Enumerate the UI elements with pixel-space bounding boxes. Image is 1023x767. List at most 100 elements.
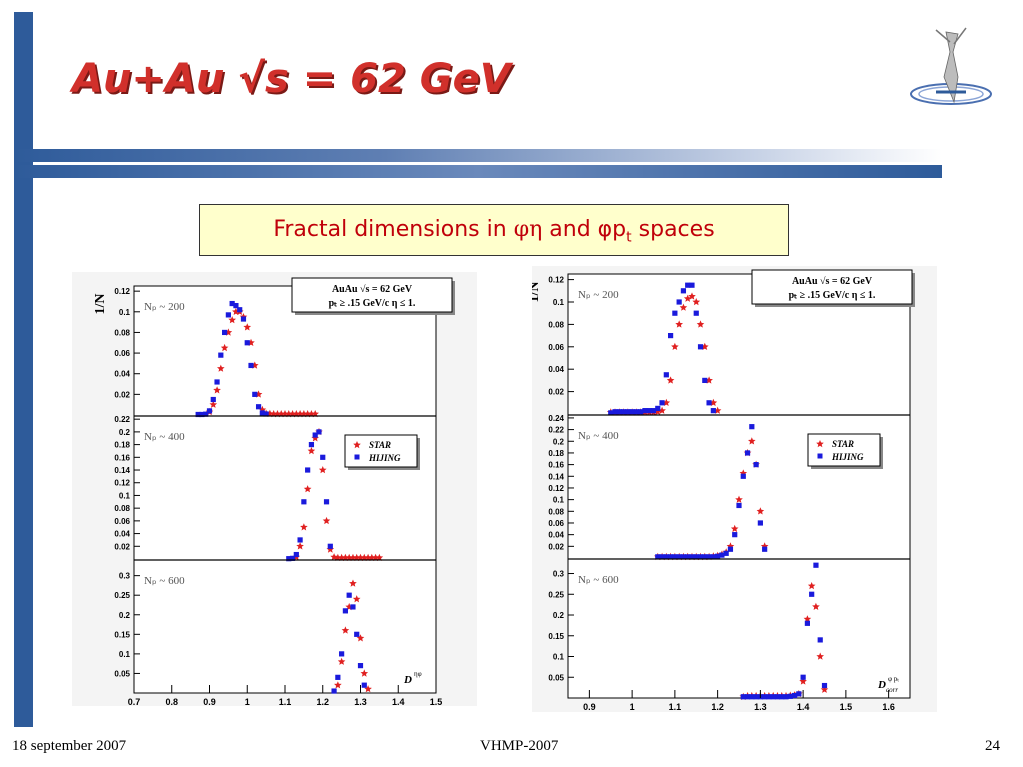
hijing-point [237,307,243,313]
star-point [671,342,679,350]
star-point [803,615,812,623]
hijing-point [804,620,810,626]
hijing-point [289,555,296,561]
hijing-point [710,408,716,414]
hijing-point [214,379,220,385]
star-point [356,634,365,642]
hijing-point [697,554,704,560]
hijing-point [753,694,759,700]
hijing-point [629,409,635,415]
hijing-point [685,554,691,560]
hijing-point [286,556,292,562]
subtitle-and: and [542,217,598,242]
star-point [209,400,218,408]
star-point [352,595,361,603]
y-tick-label: 0.02 [548,542,564,551]
hijing-point [301,499,307,505]
panel-label: Nₚ ~ 600 [578,574,619,586]
hijing-point [646,408,652,414]
x-tick-label: 0.9 [203,697,216,706]
hijing-point [680,554,687,560]
panel-label: Nₚ ~ 600 [144,575,185,587]
accent-bar-side [14,162,33,727]
hijing-point [612,409,618,415]
hijing-point [244,340,250,346]
y-tick-label: 0.2 [553,437,565,446]
hijing-point [650,408,657,414]
hijing-point [757,520,763,526]
hijing-point [706,400,712,406]
hijing-point [350,604,356,610]
star-point [217,364,225,372]
x-axis-label-sup: φ pₜ [888,675,899,683]
hijing-point [723,550,729,556]
x-tick-label: 1.2 [316,697,329,706]
info-line-1: AuAu √s = 62 GeV [792,276,873,287]
plot-frame [133,285,437,694]
star-point [679,303,688,311]
hijing-point [252,391,258,397]
legend: STAR HIJING [807,433,883,469]
star-point [341,626,350,634]
star-point [696,320,705,328]
x-tick-label: 1 [245,697,250,706]
subtitle-post: spaces [631,217,715,242]
hijing-point [672,554,678,560]
accent-bar-top [14,12,33,162]
legend-frame [344,434,418,468]
star-point [713,406,722,414]
footer-date: 18 september 2007 [12,738,127,754]
hijing-point [710,554,716,560]
y-tick-label: 0.06 [548,343,564,352]
info-line-2: pₜ ≥ .15 GeV/c η ≤ 1. [789,290,876,301]
x-tick-label: 1 [630,702,635,712]
hijing-point [233,303,239,309]
panel-1: 0.02 0.04 0.06 0.08 0.1 0.12 Nₚ ~ 200 [548,276,722,416]
hijing-point [787,693,793,699]
y-tick-label: 0.08 [548,507,564,516]
hijing-point [749,424,755,430]
hijing-point [655,554,661,560]
hijing-point [342,608,348,614]
hijing-point [659,400,665,406]
footer-conference: VHMP-2007 [480,738,559,754]
y-tick-label: 0.06 [114,517,130,526]
hijing-point [821,682,828,689]
hijing-point [753,462,759,468]
plot-frame [567,273,911,699]
panel-label: Nₚ ~ 200 [578,289,619,301]
y-tick-label: 0.22 [548,426,564,435]
y-tick-label: 0.22 [114,415,130,424]
hijing-point [736,502,742,509]
star-point [307,447,316,455]
star-point [296,542,304,550]
y-tick-label: 0.02 [548,388,564,397]
hijing-point [744,694,751,700]
hijing-point [312,432,318,438]
x-tick-label: 1.3 [354,697,367,706]
hijing-point [685,282,691,288]
hijing-point [218,352,224,358]
legend-hijing-label: HIJING [831,452,864,462]
hijing-point [766,694,772,700]
hijing-point [697,344,704,350]
hijing-point [316,429,322,435]
star-point [345,553,353,561]
hijing-point [689,554,695,560]
hijing-point [263,411,269,417]
hijing-point [740,473,746,479]
legend-star-marker [816,440,824,448]
info-box-frame [751,269,913,305]
x-axis-label: D [403,674,412,686]
star-point [799,677,807,685]
star-point [675,320,683,328]
star-point [349,579,357,587]
subtitle-phi-eta: φη [513,217,543,242]
star-point [748,437,756,445]
hijing-point [663,554,669,560]
star-point [220,343,229,352]
x-axis-label-sup: ηφ [414,670,422,678]
panel-2: 0.02 0.04 0.06 0.08 0.1 0.12 0.14 0.16 0.18 0.2 0.… [114,415,436,562]
